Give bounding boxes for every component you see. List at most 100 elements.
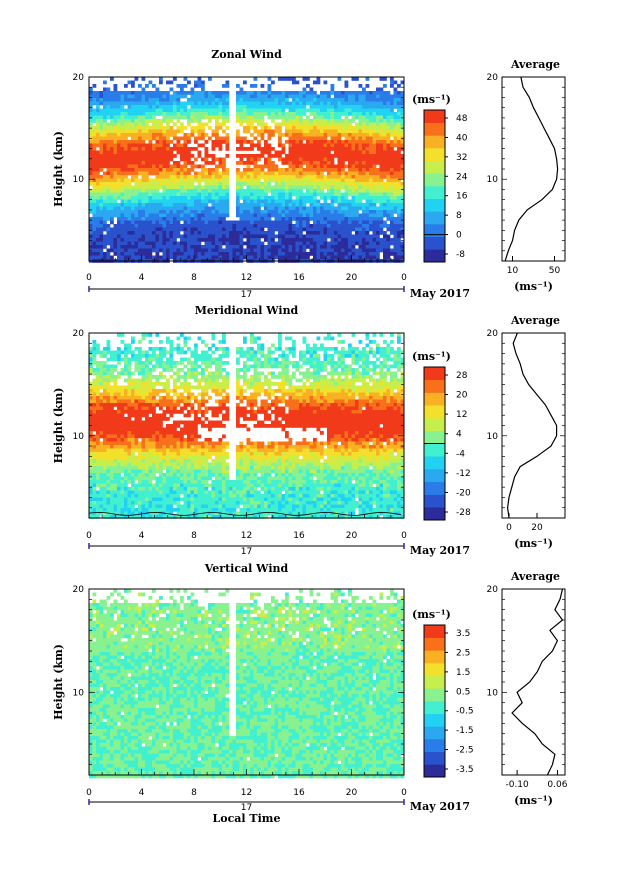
avg-y-tick-label: 10 (487, 688, 499, 698)
day-label: 17 (241, 547, 252, 557)
x-tick-label: 20 (346, 531, 358, 541)
colorbar-segment (424, 494, 445, 508)
y-axis-label: Height (km) (52, 388, 65, 464)
average-title: Average (510, 314, 560, 327)
avg-unit-label: (ms⁻¹) (514, 280, 553, 293)
avg-x-tick-label: 50 (549, 266, 561, 276)
avg-x-tick-label: -0.10 (505, 780, 529, 790)
x-tick-label: 0 (86, 273, 92, 283)
heatmap-cells (89, 589, 405, 779)
x-tick-label: 12 (241, 273, 252, 283)
y-tick-label: 10 (73, 175, 85, 185)
colorbar-tick-label: 0.5 (456, 687, 470, 697)
panel-2: Meridional Wind 10 20 Height (km) 0 4 8 12 16 20 0… (52, 304, 566, 557)
x-tick-label: 0 (86, 788, 92, 798)
x-tick-label: 0 (86, 531, 92, 541)
x-tick-label: 4 (139, 273, 145, 283)
y-axis-label: Height (km) (52, 131, 65, 207)
colorbar-segment (424, 110, 445, 123)
unit-label: (ms⁻¹) (412, 93, 451, 106)
panel-title: Zonal Wind (211, 48, 282, 61)
colorbar-tick-label: 32 (456, 153, 467, 163)
colorbar-segment (424, 236, 445, 250)
heatmap-cells (89, 77, 405, 263)
colorbar: (ms⁻¹) 48 40 32 24 16 8 0 -8 (412, 93, 468, 263)
colorbar-segment (424, 379, 445, 393)
average-profile: Average 10 20 0 20 (ms⁻¹) (487, 314, 566, 550)
average-line (511, 588, 564, 776)
colorbar-tick-label: -28 (456, 508, 471, 518)
colorbar-segment (424, 637, 445, 651)
colorbar: (ms⁻¹) 3.5 2.5 1.5 0.5 -0.5 -1.5 -2.5 -3.5 (412, 608, 474, 778)
unit-label: (ms⁻¹) (412, 608, 451, 621)
colorbar-segment (424, 713, 445, 727)
colorbar-tick-label: 1.5 (456, 668, 470, 678)
month-label: May 2017 (410, 287, 470, 300)
colorbar-segment (424, 392, 445, 406)
colorbar-tick-label: 4 (456, 430, 462, 440)
colorbar-segment (424, 160, 445, 174)
colorbar-segment (424, 135, 445, 149)
month-label: May 2017 (410, 544, 470, 557)
colorbar-segment (424, 122, 445, 136)
colorbar-segment (424, 405, 445, 419)
y-tick-label: 20 (73, 329, 85, 339)
colorbar-segment (424, 701, 445, 714)
avg-unit-label: (ms⁻¹) (514, 794, 553, 807)
y-tick-label: 10 (73, 688, 85, 698)
avg-x-tick-label: 0 (506, 523, 512, 533)
avg-y-tick-label: 20 (487, 73, 499, 83)
colorbar-segment (424, 418, 445, 432)
avg-y-tick-label: 20 (487, 329, 499, 339)
colorbar-tick-label: 16 (456, 192, 468, 202)
colorbar-segment (424, 430, 445, 444)
colorbar-tick-label: -3.5 (456, 765, 474, 775)
average-title: Average (510, 570, 560, 583)
colorbar-segment (424, 507, 445, 521)
colorbar-segment (424, 148, 445, 161)
avg-unit-label: (ms⁻¹) (514, 537, 553, 550)
x-tick-label: 0 (401, 788, 407, 798)
colorbar-tick-label: -20 (456, 488, 471, 498)
panel-title: Vertical Wind (204, 562, 289, 575)
average-profile: Average 10 20 10 50 (ms⁻¹) (487, 58, 566, 293)
x-tick-label: 8 (191, 788, 197, 798)
avg-x-tick-label: 20 (531, 523, 543, 533)
x-tick-label: 16 (293, 788, 305, 798)
colorbar-segment (424, 224, 445, 237)
colorbar-tick-label: -2.5 (456, 746, 474, 756)
x-tick-label: 4 (139, 531, 145, 541)
colorbar-segment (424, 211, 445, 225)
colorbar-segment (424, 625, 445, 638)
y-tick-label: 20 (73, 585, 85, 595)
colorbar-segment (424, 173, 445, 187)
x-tick-label: 20 (346, 273, 358, 283)
colorbar-segment (424, 469, 445, 483)
month-label: May 2017 (410, 800, 470, 813)
colorbar-segment (424, 739, 445, 752)
panel-3: Vertical Wind 10 20 Height (km) 0 4 8 12 16 20 0 17… (52, 562, 568, 813)
colorbar-segment (424, 481, 445, 495)
colorbar-segment (424, 751, 445, 765)
y-axis-label: Height (km) (52, 644, 65, 720)
colorbar-segment (424, 443, 445, 457)
unit-label: (ms⁻¹) (412, 350, 451, 363)
x-tick-label: 16 (293, 531, 305, 541)
average-line (506, 332, 558, 519)
colorbar-segment (424, 198, 445, 212)
average-frame (501, 588, 566, 776)
colorbar-segment (424, 764, 445, 778)
y-tick-label: 20 (73, 73, 85, 83)
x-tick-label: 8 (191, 273, 197, 283)
avg-y-tick-label: 20 (487, 585, 499, 595)
x-tick-label: 4 (139, 788, 145, 798)
colorbar-segment (424, 675, 445, 689)
avg-y-tick-label: 10 (487, 432, 499, 442)
x-tick-label: 20 (346, 788, 358, 798)
colorbar-segment (424, 650, 445, 664)
x-tick-label: 0 (401, 273, 407, 283)
colorbar-tick-label: 0 (456, 231, 462, 241)
colorbar-segment (424, 186, 445, 199)
x-tick-label: 16 (293, 273, 305, 283)
